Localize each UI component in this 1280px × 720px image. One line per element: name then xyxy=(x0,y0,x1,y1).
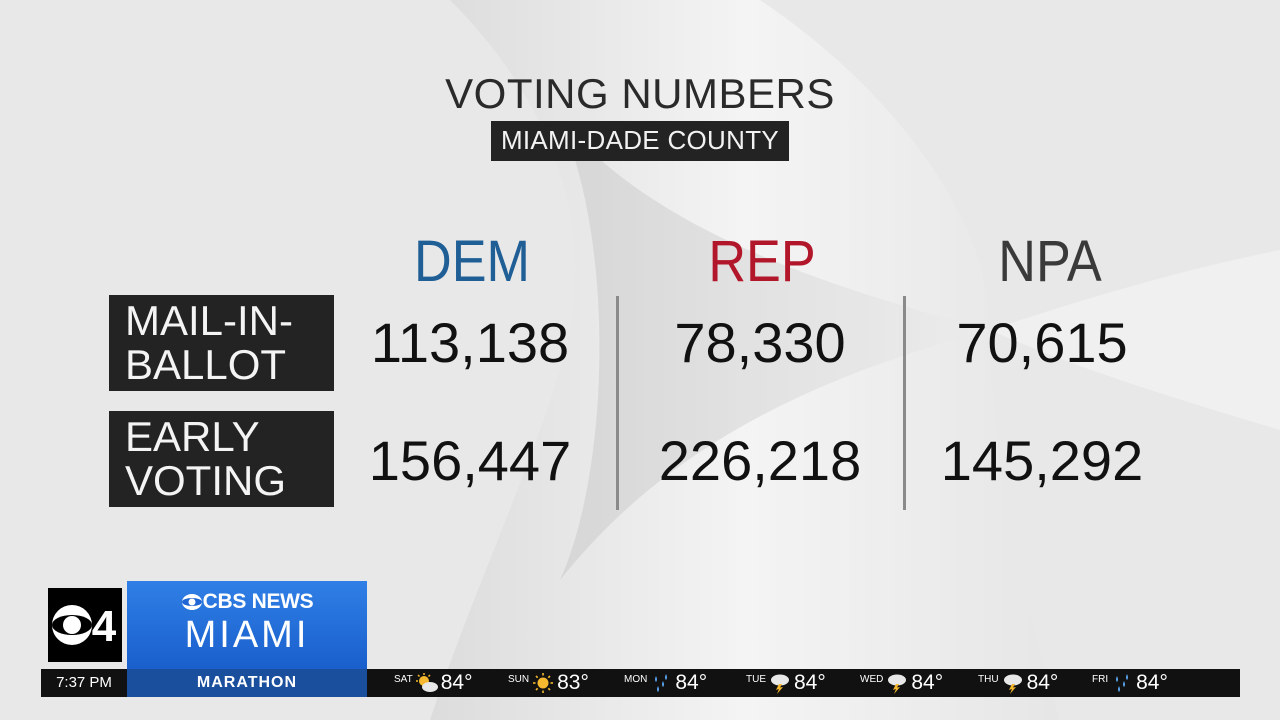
forecast-day: THU xyxy=(978,674,999,685)
cell-mail-rep: 78,330 xyxy=(674,311,846,374)
clock: 7:37 PM xyxy=(56,674,112,691)
thunderstorm-icon xyxy=(888,674,907,694)
forecast-mon: MON 84° xyxy=(624,669,707,697)
forecast-fri: FRI 84° xyxy=(1092,669,1168,697)
cell-early-rep: 226,218 xyxy=(658,429,862,492)
forecast-thu: THU 84° xyxy=(978,669,1058,697)
row-label-line: BALLOT xyxy=(125,341,287,388)
forecast-wed: WED 84° xyxy=(860,669,943,697)
forecast-tue: TUE 84° xyxy=(746,669,826,697)
cbs-eye-icon: 4 xyxy=(52,602,117,651)
row-label-line: VOTING xyxy=(125,457,287,504)
column-divider xyxy=(903,296,906,510)
row-label-line: MAIL-IN- xyxy=(125,297,293,344)
station-logo: 4 xyxy=(48,588,122,662)
channel-number: 4 xyxy=(92,602,117,651)
column-divider xyxy=(616,296,619,510)
forecast-day: FRI xyxy=(1092,674,1109,685)
forecast-day: WED xyxy=(860,674,884,685)
forecast-temp: 83° xyxy=(557,671,589,694)
forecast-temp: 84° xyxy=(794,671,826,694)
network-name: CBS NEWS xyxy=(127,590,367,614)
forecast-day: MON xyxy=(624,674,648,685)
sunny-icon xyxy=(533,673,554,693)
forecast-temp: 84° xyxy=(1026,671,1059,694)
partly-sunny-icon xyxy=(415,673,438,692)
ticker-tag: MARATHON xyxy=(127,669,367,697)
cell-early-npa: 145,292 xyxy=(940,429,1144,492)
row-label-line: EARLY xyxy=(125,413,260,460)
cell-mail-npa: 70,615 xyxy=(956,311,1128,374)
network-label: CBS NEWS xyxy=(202,590,314,613)
forecast-sun: SUN 83° xyxy=(508,669,589,697)
row-label-mail-in-ballot: MAIL-IN- BALLOT xyxy=(109,295,334,391)
forecast-day: TUE xyxy=(746,674,766,685)
row-label-early-voting: EARLY VOTING xyxy=(109,411,334,507)
column-header-npa: NPA xyxy=(998,229,1102,294)
thunderstorm-icon xyxy=(1003,674,1022,694)
county-subtitle: MIAMI-DADE COUNTY xyxy=(490,121,790,161)
thunderstorm-icon xyxy=(771,674,789,694)
forecast-day: SUN xyxy=(508,674,530,685)
forecast-temp: 84° xyxy=(911,671,944,694)
brand-panel xyxy=(127,581,367,669)
cell-early-dem: 156,447 xyxy=(368,429,572,492)
forecast-temp: 84° xyxy=(675,671,708,694)
column-header-dem: DEM xyxy=(413,229,530,294)
forecast-temp: 84° xyxy=(1136,671,1168,694)
cbs-eye-small-icon xyxy=(181,594,202,610)
cell-mail-dem: 113,138 xyxy=(370,311,570,374)
column-header-rep: REP xyxy=(708,229,816,294)
forecast-temp: 84° xyxy=(440,671,473,694)
city-name: MIAMI xyxy=(184,614,310,656)
forecast-sat: SAT 84° xyxy=(394,669,472,697)
rain-icon xyxy=(1116,674,1129,692)
rain-icon xyxy=(655,674,668,692)
forecast-day: SAT xyxy=(394,674,413,685)
page-title: VOTING NUMBERS xyxy=(445,70,835,117)
